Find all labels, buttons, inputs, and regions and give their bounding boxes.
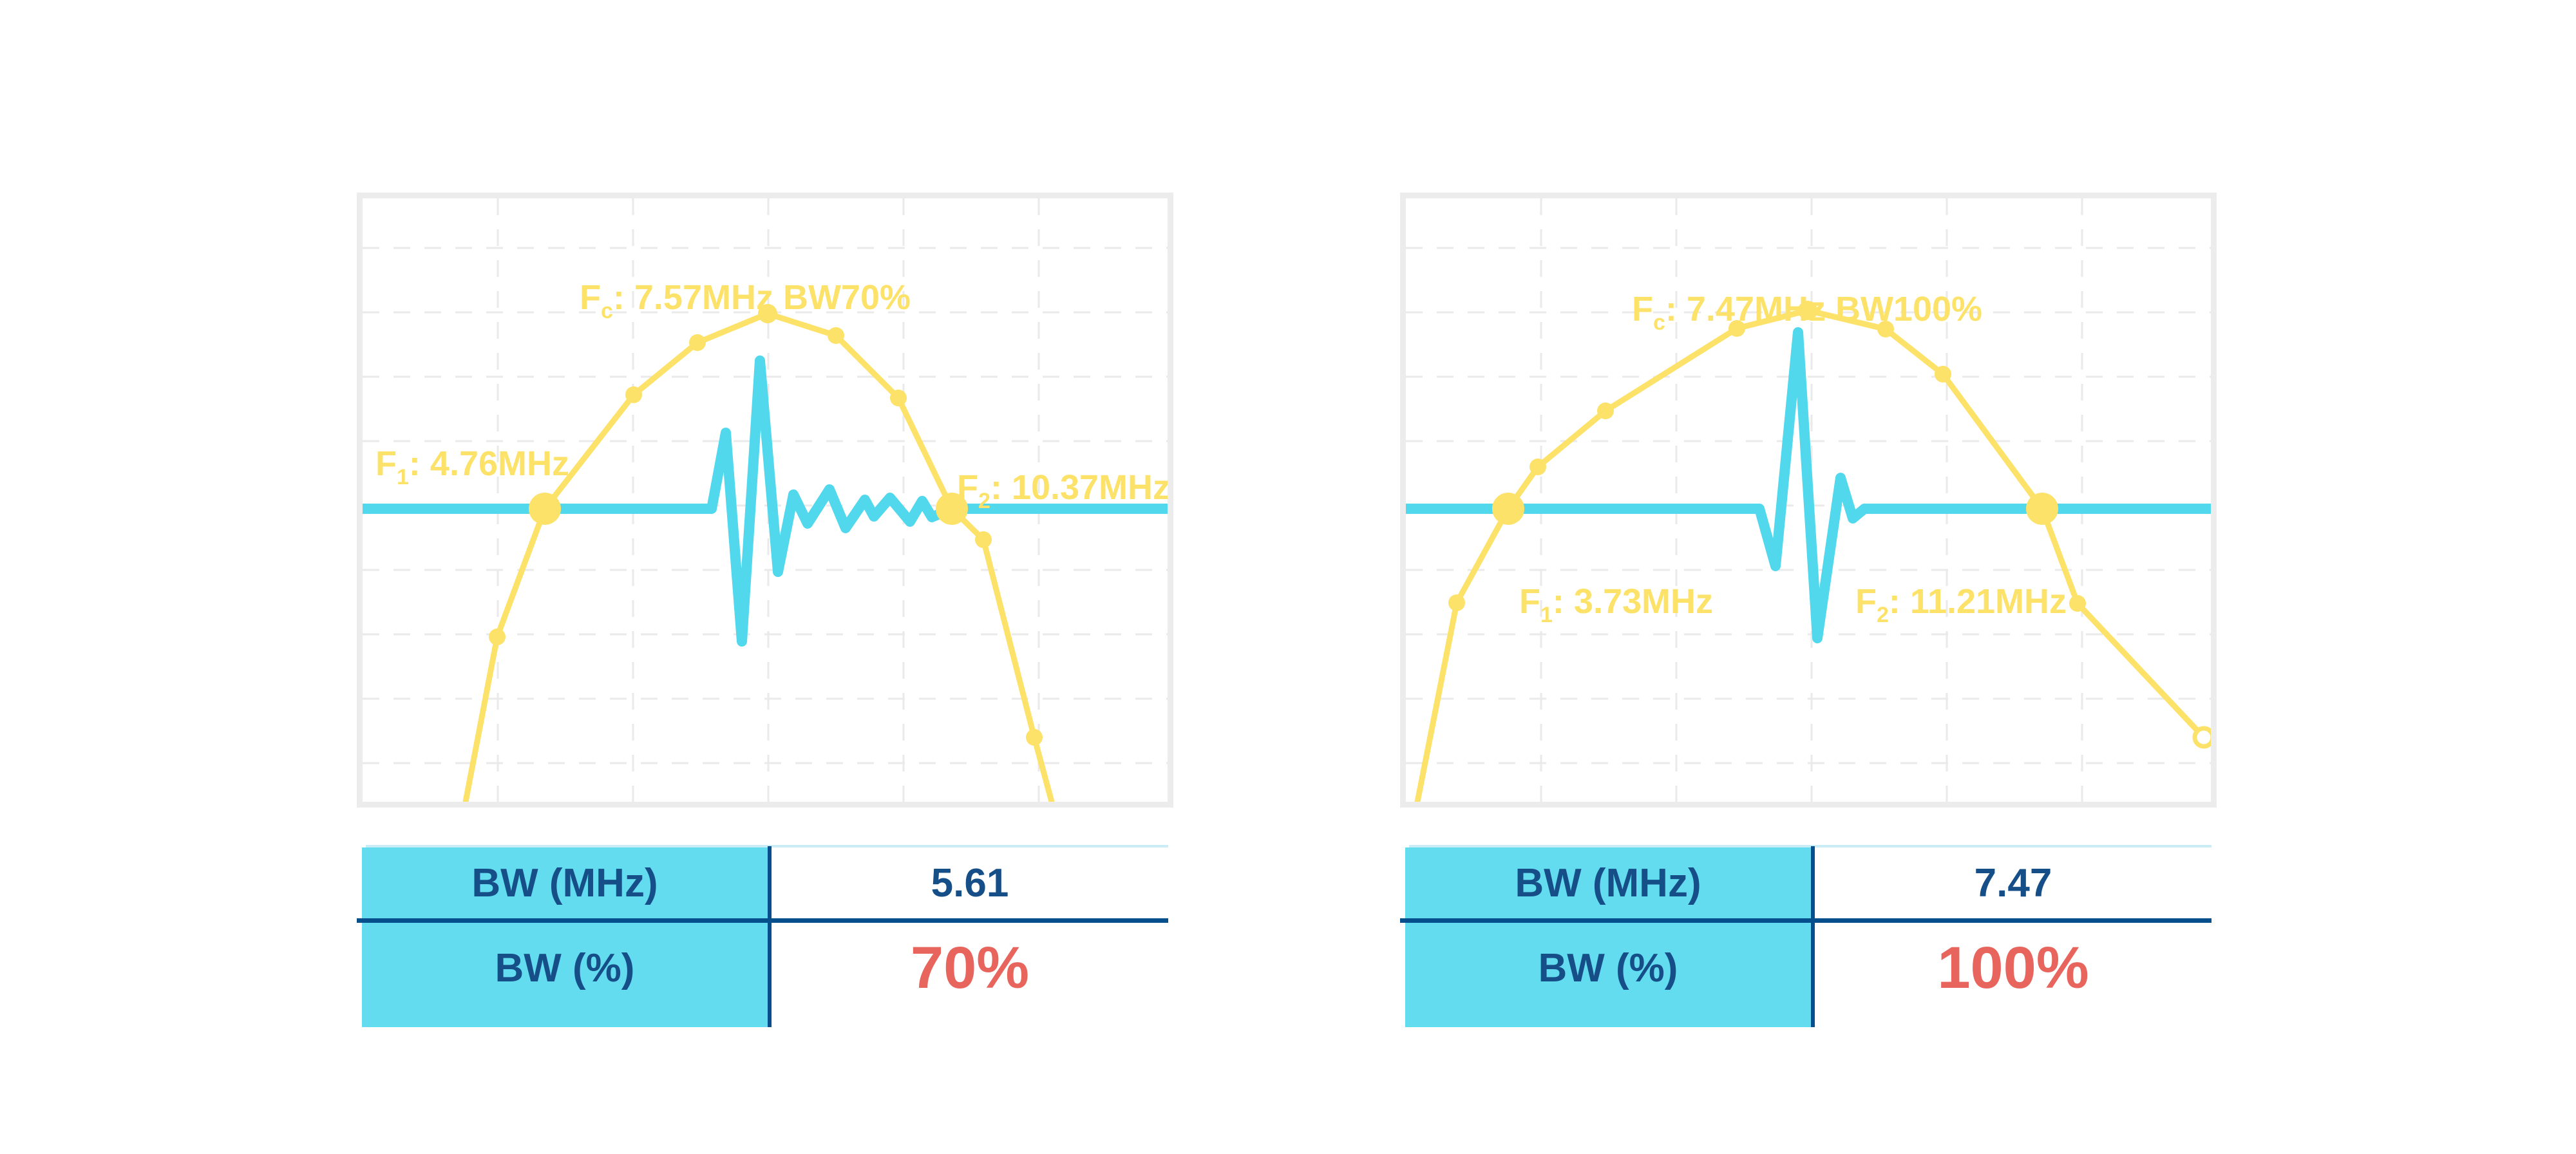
spectrum-marker: [2069, 595, 2086, 612]
spectrum-marker: [1492, 493, 1524, 525]
table-row-divider: [357, 918, 1168, 923]
spectrum-marker: [2026, 493, 2058, 525]
bw-percent-value: 100%: [1937, 934, 2089, 1001]
bw-mhz-label: BW (MHz): [1515, 860, 1701, 905]
bw-mhz-label: BW (MHz): [471, 860, 658, 905]
spectrum-marker: [1448, 594, 1465, 611]
spectrum-marker: [1877, 321, 1894, 337]
spectrum-marker: [1935, 366, 1951, 383]
spectrum-marker: [2192, 726, 2211, 749]
bw-percent-value: 70%: [910, 934, 1030, 1001]
spectrum-marker: [1026, 729, 1043, 746]
spectrum-chart-right: Fc: 7.47MHz BW100% F1: 3.73MHz F2: 11.21MH…: [1400, 193, 2217, 808]
bandwidth-table-left: BW (MHz) 5.61 BW (%) 70%: [357, 845, 1168, 1027]
table-column-divider: [768, 846, 772, 1027]
spectrum-marker: [936, 493, 968, 525]
table-label-column: [1405, 847, 1811, 1027]
table-top-border: [1409, 845, 2211, 847]
bw-percent-label: BW (%): [1538, 945, 1678, 990]
spectrum-marker: [890, 390, 907, 406]
spectrum-marker: [758, 304, 777, 323]
fc-label: Fc: 7.57MHz BW70%: [580, 278, 911, 323]
bw-mhz-value: 7.47: [1974, 860, 2052, 905]
spectrum-marker: [1530, 459, 1546, 475]
table-column-divider: [1811, 846, 1815, 1027]
f2-label: F2: 11.21MHz: [1855, 582, 2067, 627]
f2-label: F2: 10.37MHz: [957, 468, 1170, 513]
spectrum-marker: [1728, 320, 1745, 337]
spectrum-chart-left: Fc: 7.57MHz BW70% F1: 4.76MHz F2: 10.37MHz: [357, 193, 1173, 808]
f1-label: F1: 4.76MHz: [375, 444, 569, 489]
table-top-border: [366, 845, 1168, 847]
spectrum-line: [462, 310, 1055, 802]
bw-percent-label: BW (%): [495, 945, 635, 990]
spectrum-marker: [489, 629, 506, 645]
fc-label: Fc: 7.47MHz BW100%: [1632, 290, 1982, 335]
spectrum-marker: [689, 334, 706, 351]
bandwidth-table-right: BW (MHz) 7.47 BW (%) 100%: [1400, 845, 2211, 1027]
spectrum-marker: [975, 531, 992, 548]
table-row-divider: [1400, 918, 2211, 923]
spectrum-marker: [828, 327, 844, 344]
table-label-column: [362, 847, 768, 1027]
pulse-line: [363, 355, 1168, 647]
spectrum-marker: [1798, 301, 1817, 320]
f1-label: F1: 3.73MHz: [1519, 582, 1713, 627]
spectrum-marker: [529, 493, 561, 525]
bw-mhz-value: 5.61: [931, 860, 1009, 905]
spectrum-line: [1414, 307, 2207, 802]
spectrum-marker: [625, 386, 642, 403]
pulse-line: [1406, 327, 2211, 643]
spectrum-marker: [1597, 402, 1614, 419]
